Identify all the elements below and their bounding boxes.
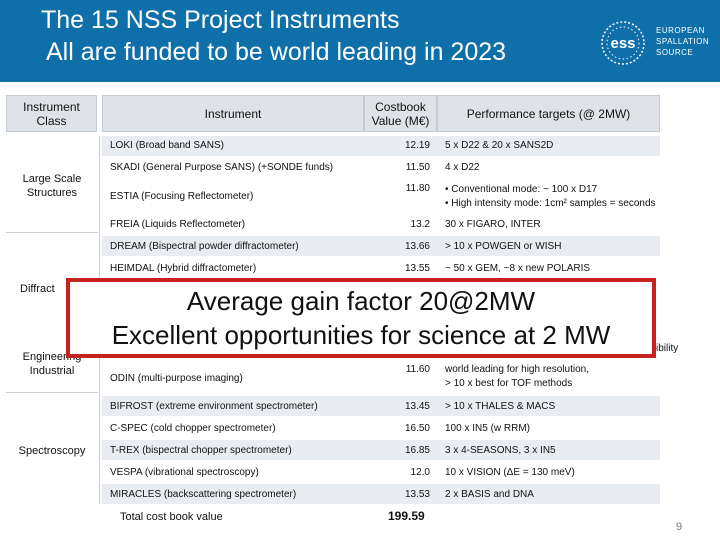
performance-target-2: > 10 x best for TOF methods: [445, 378, 573, 389]
performance-target: > 10 x POWGEN or WISH: [445, 241, 562, 252]
instrument-name: BIFROST (extreme environment spectromete…: [110, 401, 318, 412]
cost-value: 12.19: [404, 140, 430, 151]
col-header-instrument-label: Instrument: [204, 106, 262, 121]
class-spectroscopy: Spectroscopy: [18, 445, 86, 457]
total-value: 199.59: [388, 509, 425, 523]
callout-box: Average gain factor 20@2MW Excellent opp…: [66, 278, 656, 358]
cost-value: 13.2: [410, 219, 430, 230]
cost-value: 11.60: [405, 364, 430, 375]
class-diffraction: Diffract: [20, 283, 55, 295]
row-shade: [102, 484, 660, 504]
cost-value: 13.45: [404, 401, 430, 412]
ess-logo-mark-icon: ess: [601, 21, 645, 65]
performance-target: ~ 50 x GEM, ~8 x new POLARIS: [445, 263, 591, 274]
instrument-name: C-SPEC (cold chopper spectrometer): [110, 423, 276, 434]
row-shade: [102, 440, 660, 460]
performance-target: • Conventional mode: ~ 100 x D17: [445, 184, 598, 195]
cost-value: 13.53: [404, 489, 430, 500]
performance-target: 10 x VISION (ΔE = 130 meV): [445, 467, 575, 478]
instrument-name: FREIA (Liquids Reflectometer): [110, 219, 246, 230]
ess-logo: ess EUROPEAN SPALLATION SOURCE: [594, 20, 714, 66]
logo-word-2: SPALLATION: [656, 37, 710, 46]
instrument-name: VESPA (vibrational spectroscopy): [110, 467, 259, 478]
performance-target: 30 x FIGARO, INTER: [445, 219, 541, 230]
slide-title-line2: All are funded to be world leading in 20…: [46, 38, 507, 66]
callout-line1: Average gain factor 20@2MW: [186, 286, 536, 316]
cost-value: 13.55: [404, 263, 430, 274]
performance-target: world leading for high resolution,: [445, 364, 589, 375]
total-label: Total cost book value: [120, 511, 223, 523]
col-header-targets-label: Performance targets (@ 2MW): [466, 106, 631, 121]
instrument-name: DREAM (Bispectral powder diffractometer): [110, 241, 299, 252]
col-header-cost: Costbook Value (M€): [364, 95, 437, 132]
logo-word-1: EUROPEAN: [656, 26, 705, 35]
performance-target: 5 x D22 & 20 x SANS2D: [445, 140, 554, 151]
class-divider: [6, 392, 98, 393]
col-header-class-label: Instrument Class: [23, 99, 80, 128]
page-number: 9: [676, 521, 683, 533]
partial-text-fragment: ibility: [656, 343, 679, 354]
instrument-name: LOKI (Broad band SANS): [110, 140, 224, 151]
slide-title-line1: The 15 NSS Project Instruments: [41, 6, 400, 34]
col-header-targets: Performance targets (@ 2MW): [437, 95, 660, 132]
performance-target: 4 x D22: [445, 162, 480, 173]
col-header-instrument: Instrument: [102, 95, 364, 132]
logo-wordmark: EUROPEAN SPALLATION SOURCE: [656, 25, 709, 58]
performance-target: 2 x BASIS and DNA: [445, 489, 534, 500]
class-large-scale-structures: Large Scale Structures: [22, 173, 82, 199]
row-shade: [102, 236, 660, 256]
callout-line2: Excellent opportunities for science at 2…: [111, 320, 611, 350]
class-divider: [6, 232, 98, 233]
cost-value: 13.66: [404, 241, 430, 252]
cost-value: 12.0: [410, 467, 430, 478]
instrument-name: MIRACLES (backscattering spectrometer): [110, 489, 297, 500]
col-header-cost-label: Costbook Value (M€): [371, 99, 430, 128]
instrument-name: HEIMDAL (Hybrid diffractometer): [110, 263, 257, 274]
cost-value: 11.80: [405, 183, 430, 194]
logo-mark-text: ess: [610, 35, 635, 52]
cost-value: 11.50: [405, 162, 430, 173]
instrument-name: SKADI (General Purpose SANS) (+SONDE fun…: [110, 162, 334, 173]
cost-value: 16.50: [404, 423, 430, 434]
row-shade: [102, 136, 660, 156]
cost-value: 16.85: [404, 445, 430, 456]
performance-target-2: • High intensity mode: 1cm² samples = se…: [445, 198, 656, 209]
performance-target: 100 x IN5 (w RRM): [445, 423, 531, 434]
performance-target: > 10 x THALES & MACS: [445, 401, 556, 412]
instrument-name: ESTIA (Focusing Reflectometer): [110, 191, 254, 202]
col-header-class: Instrument Class: [6, 95, 97, 132]
logo-word-3: SOURCE: [656, 48, 694, 57]
instrument-name: ODIN (multi-purpose imaging): [110, 373, 243, 384]
row-shade: [102, 396, 660, 416]
title-banner: The 15 NSS Project Instruments All are f…: [0, 0, 720, 82]
instrument-name: T-REX (bispectral chopper spectrometer): [110, 445, 292, 456]
performance-target: 3 x 4-SEASONS, 3 x IN5: [445, 445, 556, 456]
